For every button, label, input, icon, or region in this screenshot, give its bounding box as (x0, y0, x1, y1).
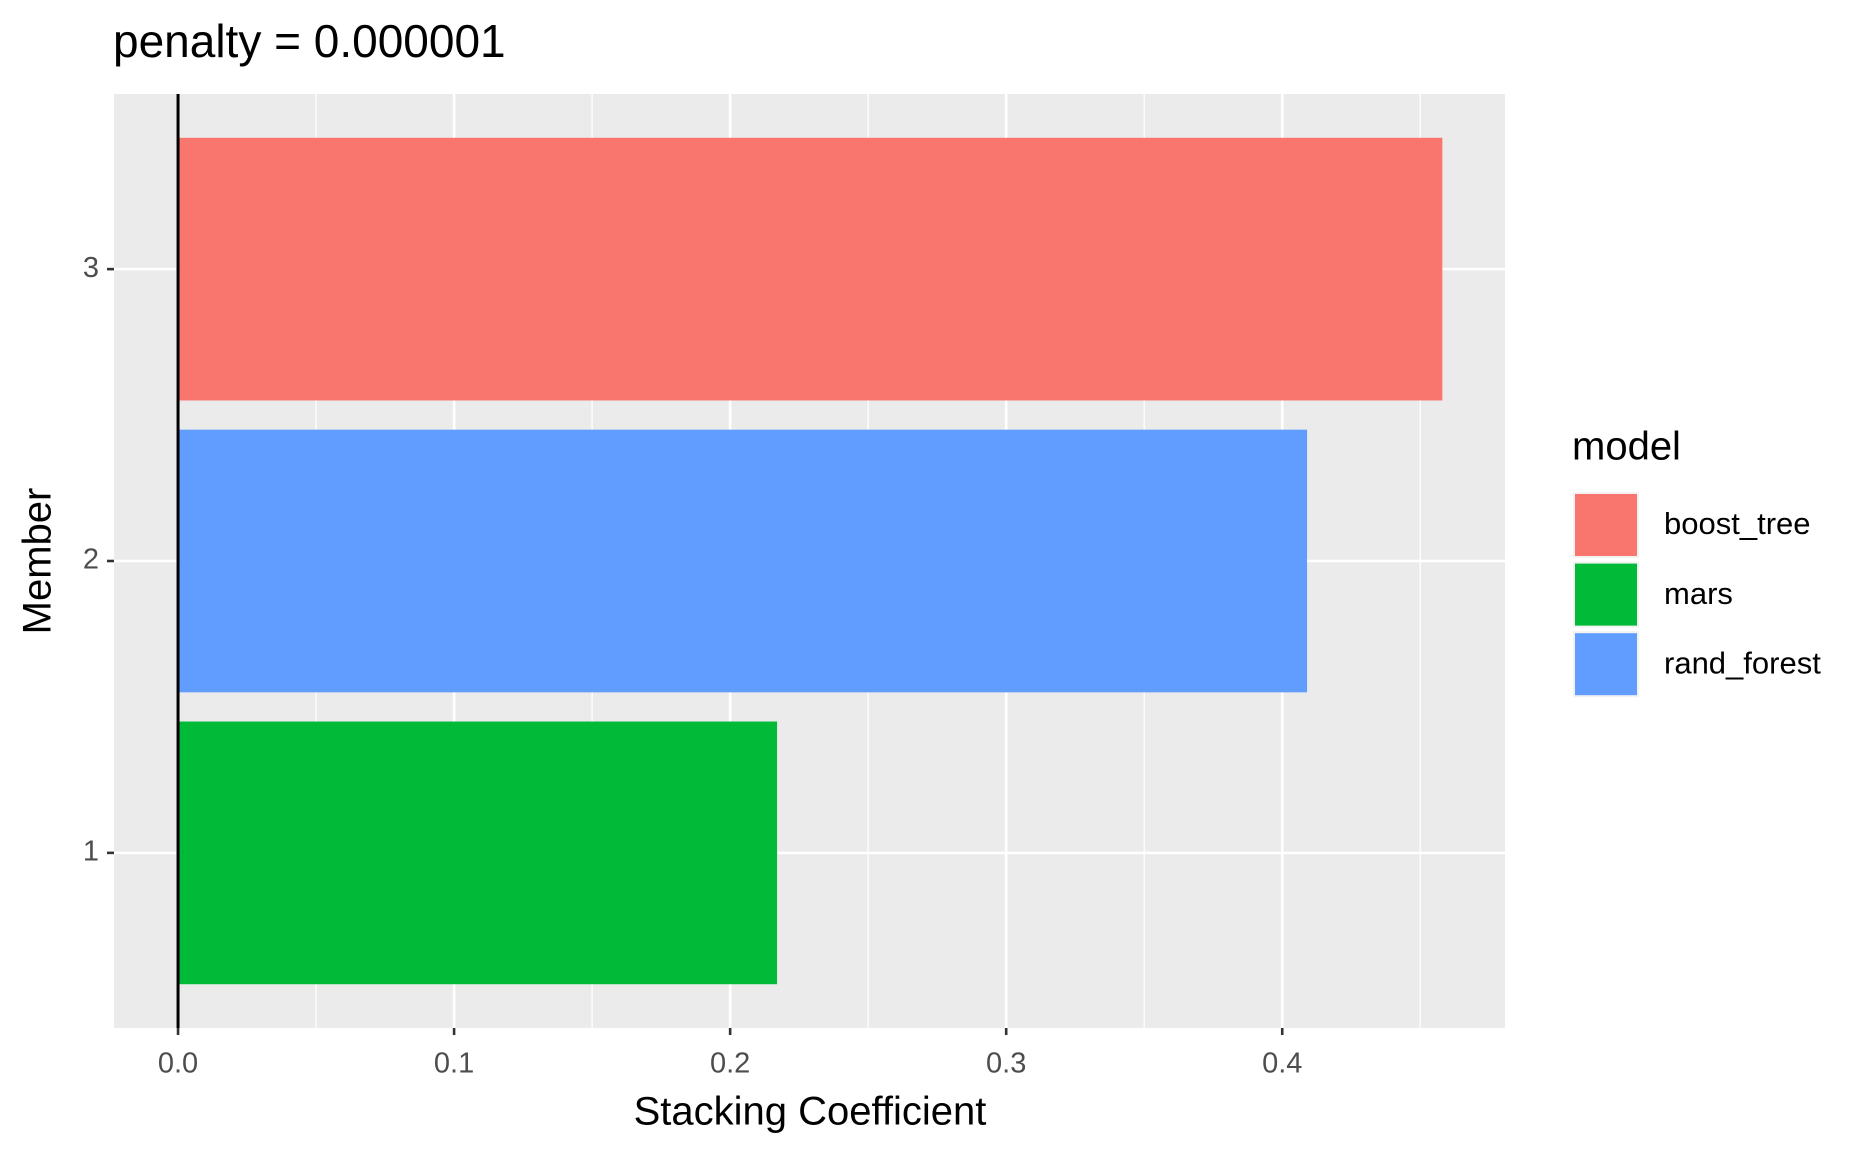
y-tick-label: 1 (83, 836, 99, 868)
legend-label: boost_tree (1664, 506, 1811, 541)
legend-title: model (1572, 425, 1681, 469)
legend-swatch (1575, 563, 1637, 626)
bar (178, 721, 778, 985)
bar (178, 429, 1308, 693)
legend-label: mars (1664, 576, 1733, 611)
x-tick-label: 0.1 (434, 1048, 474, 1080)
chart-title: penalty = 0.000001 (113, 15, 506, 67)
x-tick-label: 0.0 (158, 1048, 198, 1080)
legend-label: rand_forest (1664, 645, 1821, 680)
x-axis-title: Stacking Coefficient (634, 1090, 987, 1134)
x-tick-label: 0.2 (710, 1048, 750, 1080)
y-axis-title: Member (16, 488, 60, 635)
bar (178, 137, 1443, 401)
legend-swatch (1575, 633, 1637, 696)
y-tick-label: 3 (83, 252, 99, 284)
y-tick-label: 2 (83, 544, 99, 576)
x-tick-label: 0.3 (986, 1048, 1026, 1080)
x-tick-label: 0.4 (1262, 1048, 1302, 1080)
legend-swatch (1575, 494, 1637, 556)
